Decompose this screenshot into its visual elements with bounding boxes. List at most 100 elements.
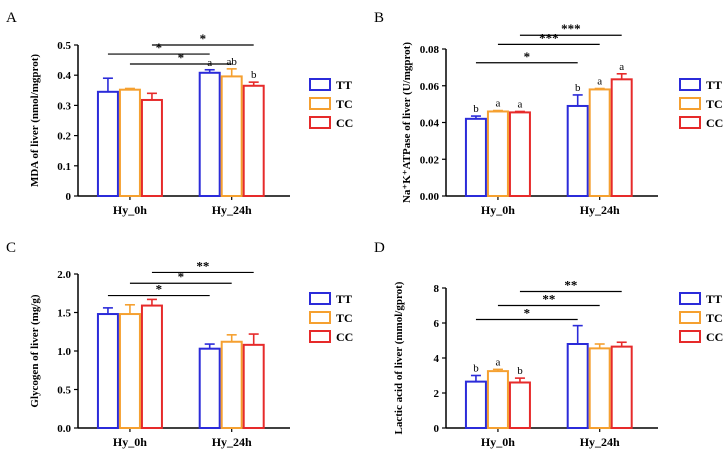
legend-swatch <box>679 97 701 110</box>
significance-letter: b <box>473 103 479 115</box>
legend-swatch <box>309 311 331 324</box>
y-tick-label: 1.5 <box>57 308 71 320</box>
bar <box>610 345 633 429</box>
y-axis-label: Na⁺K⁺ATPase of liver (U/mgprot) <box>401 42 413 203</box>
x-category-label: Hy_24h <box>212 435 252 449</box>
bar <box>486 370 509 429</box>
significance-letter: a <box>207 57 212 69</box>
bar <box>610 78 633 197</box>
y-tick-label: 8 <box>434 283 440 295</box>
significance-star: * <box>156 40 163 55</box>
y-tick-label: 0.08 <box>420 44 440 56</box>
significance-letter: b <box>473 363 479 375</box>
y-tick-label: 0.04 <box>420 118 440 130</box>
y-tick-label: 0.2 <box>57 131 71 143</box>
y-tick-label: 0.06 <box>420 81 440 93</box>
significance-letter: a <box>495 356 500 368</box>
legend-label: TT <box>336 292 352 306</box>
bar <box>566 343 589 429</box>
legend-label: TC <box>336 97 353 111</box>
legend-label: CC <box>706 330 723 344</box>
y-tick-label: 0.00 <box>420 191 440 203</box>
bar <box>566 104 589 197</box>
bar <box>220 75 243 197</box>
x-category-label: Hy_0h <box>113 435 147 449</box>
x-category-label: Hy_24h <box>580 435 620 449</box>
y-tick-label: 0.3 <box>57 100 71 112</box>
bar <box>198 347 221 429</box>
significance-star: * <box>524 306 531 321</box>
significance-letter: a <box>517 98 522 110</box>
y-tick-label: 2 <box>434 388 440 400</box>
legend-swatch <box>679 330 701 343</box>
bar <box>588 88 611 197</box>
legend-label: TC <box>706 97 723 111</box>
legend-swatch <box>679 78 701 91</box>
panel-label-a: A <box>6 10 17 26</box>
significance-letter: b <box>517 365 523 377</box>
y-axis-label: MDA of liver (nmol/mgprot) <box>29 54 41 187</box>
legend-swatch <box>309 97 331 110</box>
x-category-label: Hy_24h <box>580 203 620 217</box>
panel-b: B 0.00 0.02 0.04 0.06 0.08 Na⁺K⁺ATPase of liv… <box>374 10 723 217</box>
bar <box>198 71 221 197</box>
bar <box>140 304 163 430</box>
bar <box>464 380 487 429</box>
x-category-label: Hy_0h <box>481 435 515 449</box>
legend-swatch <box>679 292 701 305</box>
significance-star: ** <box>564 278 577 293</box>
bar <box>220 340 243 430</box>
legend-label: TT <box>706 78 722 92</box>
legend-label: TC <box>336 311 353 325</box>
significance-star: * <box>200 31 207 46</box>
y-tick-label: 1.0 <box>57 346 71 358</box>
significance-star: *** <box>561 21 581 36</box>
significance-letter: b <box>575 82 581 94</box>
bar <box>508 111 531 197</box>
y-axis-label: Glycogen of liver (mg/g) <box>29 294 41 407</box>
significance-star: * <box>178 50 185 65</box>
legend-swatch <box>309 292 331 305</box>
panel-b-plot: 0.00 0.02 0.04 0.06 0.08 Na⁺K⁺ATPase of liver… <box>401 21 723 217</box>
legend-swatch <box>679 116 701 129</box>
bar <box>96 90 119 197</box>
legend-swatch <box>309 116 331 129</box>
panel-c-plot: 0.0 0.5 1.0 1.5 2.0 Glycogen of liver (mg/g) H… <box>29 258 353 449</box>
y-tick-label: 2.0 <box>57 269 71 281</box>
panel-c: C 0.0 0.5 1.0 1.5 2.0 Glycogen of liver (mg/g… <box>6 240 353 449</box>
bar <box>588 347 611 429</box>
y-tick-label: 0.5 <box>57 40 71 52</box>
y-tick-label: 0 <box>434 423 440 435</box>
y-tick-label: 0.02 <box>420 154 440 166</box>
y-tick-label: 0.0 <box>57 423 71 435</box>
legend-label: TT <box>706 292 722 306</box>
significance-star: *** <box>539 30 559 45</box>
significance-star: * <box>524 49 531 64</box>
significance-star: * <box>156 282 163 297</box>
y-tick-label: 4 <box>434 353 440 365</box>
legend-swatch <box>309 330 331 343</box>
y-tick-label: 0.4 <box>57 70 71 82</box>
significance-letter: a <box>495 98 500 110</box>
x-category-label: Hy_0h <box>113 203 147 217</box>
significance-letter: a <box>597 76 602 88</box>
x-category-label: Hy_0h <box>481 203 515 217</box>
bar <box>242 343 265 429</box>
legend-swatch <box>309 78 331 91</box>
panel-label-d: D <box>374 240 385 256</box>
x-category-label: Hy_24h <box>212 203 252 217</box>
significance-letter: a <box>619 61 624 73</box>
y-axis-label: Lactic acid of liver (mmol/gprot) <box>393 281 405 434</box>
bar <box>140 98 163 197</box>
bar <box>486 110 509 197</box>
bar <box>96 313 119 430</box>
significance-letter: b <box>251 69 257 81</box>
panel-label-b: B <box>374 10 384 26</box>
bar <box>508 381 531 429</box>
y-tick-label: 6 <box>434 318 440 330</box>
legend-swatch <box>679 311 701 324</box>
y-tick-label: 0.5 <box>57 385 71 397</box>
significance-letter: ab <box>227 56 238 68</box>
y-tick-label: 0.1 <box>57 161 71 173</box>
